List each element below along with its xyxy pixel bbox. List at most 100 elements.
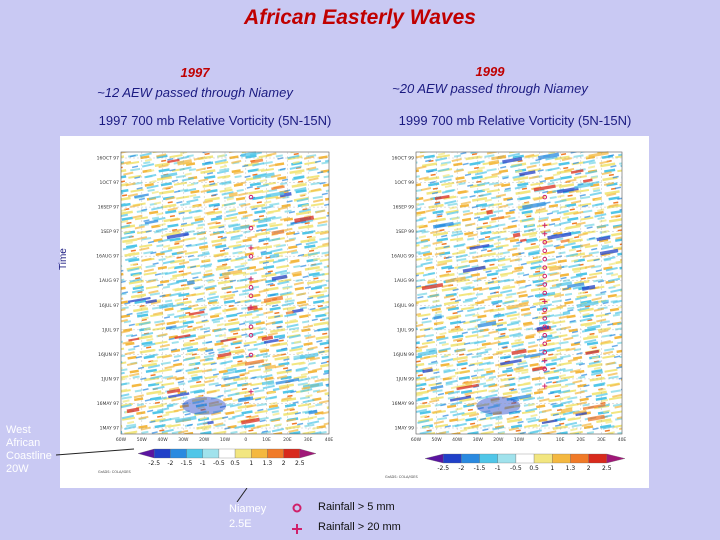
left-vorticity-streak: [261, 380, 275, 386]
left-rain-circle-marker: [248, 324, 254, 330]
left-vorticity-streak: [217, 352, 232, 358]
left-rain-circle-marker: [248, 293, 254, 299]
right-vorticity-streak: [556, 186, 579, 194]
right-vorticity-streak: [433, 315, 443, 320]
right-lon-tick: 10E: [556, 437, 565, 443]
right-vorticity-streak: [523, 352, 545, 359]
left-vorticity-streak: [250, 158, 264, 164]
legend-circle-icon: [292, 503, 302, 513]
left-vorticity-streak: [271, 185, 285, 191]
legend-symbols: [292, 503, 302, 534]
right-vorticity-streak: [488, 159, 500, 166]
left-colorbar-tick: 1: [249, 460, 253, 467]
niamey-pointer-line: [236, 488, 248, 502]
right-vorticity-streak: [596, 235, 611, 242]
right-vorticity-streak: [513, 366, 524, 371]
right-lon-tick: 0: [538, 437, 541, 443]
left-colorbar-tick: 0.5: [230, 460, 240, 467]
left-lon-tick: 20W: [199, 437, 210, 443]
left-vorticity-streak: [128, 337, 140, 342]
left-vorticity-streak: [166, 388, 181, 394]
right-colorbar-tick: -2.5: [437, 465, 449, 472]
left-time-tick: 16JUL 97: [99, 303, 119, 309]
left-vorticity-streak: [227, 367, 237, 372]
right-colorbar-tick: -1.5: [474, 465, 486, 472]
left-vorticity-streak: [160, 172, 178, 179]
right-vorticity-streak: [465, 379, 481, 386]
right-vorticity-streak: [587, 414, 605, 422]
left-vorticity-streak: [237, 396, 254, 403]
left-vorticity-streak: [188, 310, 205, 316]
left-rain-circle-marker: [248, 333, 254, 338]
right-colorbar-swatch: [533, 453, 553, 464]
right-vorticity-streak: [519, 170, 536, 177]
left-vorticity-streak: [264, 364, 277, 370]
right-vorticity-streak: [500, 358, 522, 366]
right-vorticity-streak: [555, 281, 573, 288]
right-colorbar-swatch: [588, 453, 607, 464]
right-lon-tick: 10W: [514, 437, 525, 443]
right-vorticity-streak: [560, 407, 573, 414]
right-colorbar-swatch: [606, 453, 626, 464]
right-vorticity-streak: [477, 321, 497, 328]
right-colorbar-tick: -1: [495, 465, 501, 472]
left-vorticity-streak: [232, 224, 250, 231]
left-vorticity-streak: [252, 172, 275, 179]
right-lon-tick: 20W: [493, 437, 504, 443]
left-lon-tick: 0: [244, 437, 247, 443]
right-colorbar-swatch: [497, 453, 517, 464]
left-colorbar-swatch: [186, 448, 203, 459]
left-vorticity-streak: [257, 218, 272, 224]
left-time-tick: 1OCT 97: [100, 180, 120, 186]
right-rain-circle-marker: [542, 341, 548, 347]
left-colorbar-tick: -2: [167, 460, 173, 467]
right-rain-plus-marker: [542, 358, 548, 364]
right-rain-circle-marker: [542, 273, 548, 279]
left-vorticity-streak: [272, 387, 280, 392]
left-rain-circle-marker: [248, 194, 254, 200]
right-vorticity-streak: [485, 412, 493, 418]
right-vorticity-streak: [449, 395, 472, 402]
left-year: 1997: [180, 65, 210, 80]
right-vorticity-streak: [560, 238, 570, 243]
left-vorticity-streak: [174, 334, 191, 340]
right-rain-circle-marker: [542, 316, 548, 321]
right-rain-plus-marker: [542, 298, 548, 304]
left-lon-tick: 30E: [304, 437, 313, 443]
niamey-label: Niamey 2.5E: [229, 502, 266, 532]
left-vorticity-streak: [223, 375, 240, 381]
right-vorticity-streak: [417, 349, 438, 357]
right-vorticity-streak: [537, 152, 560, 160]
right-colorbar-tick: -0.5: [510, 465, 522, 472]
right-colorbar-tick: 1: [550, 465, 554, 472]
left-vorticity-streak: [208, 299, 218, 303]
right-lon-tick: 40W: [452, 437, 463, 443]
left-vorticity-streak: [244, 359, 265, 366]
left-rain-circle-marker: [248, 254, 254, 259]
right-time-tick: 16OCT 99: [392, 156, 414, 162]
right-vorticity-streak: [522, 201, 546, 210]
right-lon-tick: 50W: [432, 437, 443, 443]
left-vorticity-streak: [228, 192, 238, 198]
right-rain-circle-marker: [542, 290, 548, 296]
left-colorbar-swatch: [267, 448, 284, 459]
left-vorticity-streak: [261, 335, 274, 341]
niamey-pointer: [236, 488, 248, 502]
left-credit: GrADS: COLA/IGES: [98, 470, 132, 474]
right-vorticity-streak: [462, 265, 486, 273]
left-colorbar-swatch: [202, 448, 220, 459]
right-colorbar-swatch: [552, 453, 571, 464]
right-vorticity-streak: [421, 282, 444, 291]
right-rain-plus-marker: [542, 222, 548, 228]
left-vorticity-streak: [168, 392, 190, 399]
left-time-tick: 1AUG 97: [99, 278, 119, 284]
right-colorbar-swatch: [424, 453, 444, 464]
left-vorticity-streak: [144, 219, 159, 225]
left-rain-plus-marker: [248, 276, 254, 282]
right-rain-circle-marker: [542, 349, 548, 355]
right-rain-circle-marker: [542, 307, 548, 313]
left-vorticity-streak: [271, 229, 285, 236]
left-colorbar: -2.5 -2 -1.5 -1 -0.5 0.5 1 1.3 2 2.5 GrADS: COLA/I…: [98, 448, 317, 474]
left-vorticity-streak: [175, 415, 197, 423]
right-rain-plus-marker: [542, 231, 548, 237]
